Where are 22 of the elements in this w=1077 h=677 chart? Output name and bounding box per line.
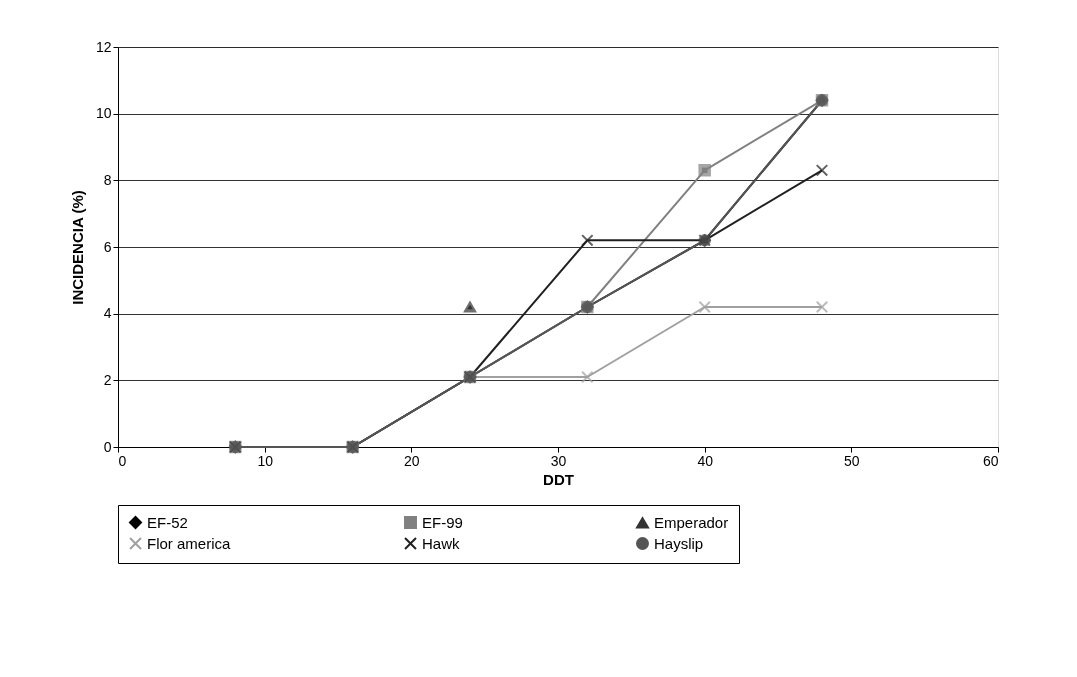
y-tick-label: 12 — [95, 38, 112, 55]
y-tick-label: 2 — [103, 371, 112, 388]
x-tick-label: 40 — [697, 452, 714, 469]
x-tick-label: 20 — [404, 452, 420, 469]
x-tick-label: 50 — [844, 452, 860, 469]
legend-label: Emperador — [654, 513, 729, 531]
y-tick-label: 6 — [103, 238, 112, 255]
legend-label: Flor america — [147, 534, 232, 552]
legend-label: Hayslip — [654, 534, 704, 552]
y-tick-label: 4 — [103, 305, 112, 322]
y-tick-label: 0 — [103, 438, 112, 455]
x-tick-label: 60 — [982, 452, 999, 469]
legend-label: EF-99 — [422, 513, 463, 531]
y-tick-label: 8 — [103, 171, 112, 188]
legend-label: EF-52 — [147, 513, 188, 531]
x-tick-label: 10 — [257, 452, 274, 469]
y-tick-label: 10 — [95, 105, 112, 122]
y-axis-title: INCIDENCIA (%) — [68, 190, 86, 305]
x-tick-label: 30 — [550, 452, 567, 469]
x-axis-title: DDT — [543, 470, 574, 488]
x-tick-label: 0 — [118, 452, 127, 469]
legend-label: Hawk — [422, 534, 461, 552]
